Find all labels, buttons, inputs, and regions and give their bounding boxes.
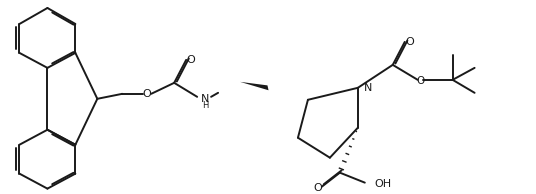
Text: N: N [364,83,372,93]
Text: O: O [143,89,152,99]
Text: O: O [405,37,414,47]
Text: N: N [201,94,210,104]
Text: H: H [202,101,209,110]
Text: O: O [416,76,425,86]
Polygon shape [240,82,269,90]
Text: O: O [187,55,196,65]
Text: OH: OH [375,179,392,189]
Text: O: O [314,183,322,193]
